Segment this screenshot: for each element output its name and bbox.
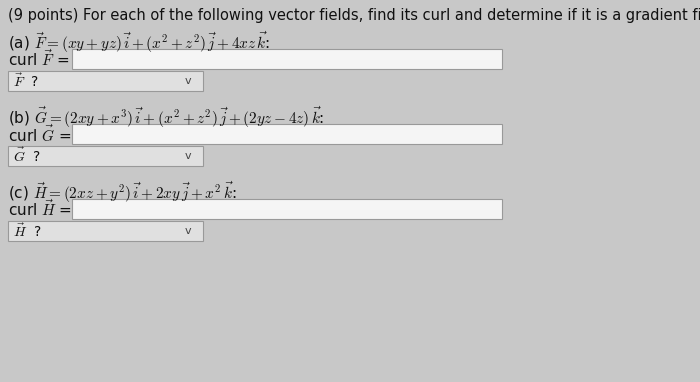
Text: curl $\vec{H}$ =: curl $\vec{H}$ =: [8, 199, 72, 219]
FancyBboxPatch shape: [72, 49, 502, 69]
Text: $\vec{F}$  ?: $\vec{F}$ ?: [13, 72, 39, 90]
Text: v: v: [185, 226, 192, 236]
Text: (c) $\vec{H} = (2xz + y^2)\,\vec{i} + 2xy\,\vec{j} + x^2\,\vec{k}$:: (c) $\vec{H} = (2xz + y^2)\,\vec{i} + 2x…: [8, 180, 237, 206]
Text: v: v: [185, 151, 192, 161]
FancyBboxPatch shape: [8, 146, 203, 166]
Text: curl $\vec{G}$ =: curl $\vec{G}$ =: [8, 124, 71, 146]
FancyBboxPatch shape: [72, 124, 502, 144]
Text: v: v: [185, 76, 192, 86]
Text: (a) $\vec{F} = (xy + yz)\,\vec{i} + (x^2 + z^2)\,\vec{j} + 4xz\,\vec{k}$:: (a) $\vec{F} = (xy + yz)\,\vec{i} + (x^2…: [8, 30, 270, 55]
FancyBboxPatch shape: [8, 71, 203, 91]
Text: (b) $\vec{G} = (2xy + x^3)\,\vec{i} + (x^2 + z^2)\,\vec{j} + (2yz - 4z)\,\vec{k}: (b) $\vec{G} = (2xy + x^3)\,\vec{i} + (x…: [8, 105, 324, 130]
FancyBboxPatch shape: [8, 221, 203, 241]
Text: $\vec{G}$  ?: $\vec{G}$ ?: [13, 147, 41, 165]
FancyBboxPatch shape: [72, 199, 502, 219]
Text: $\vec{H}$  ?: $\vec{H}$ ?: [13, 222, 42, 240]
Text: (9 points) For each of the following vector fields, find its curl and determine : (9 points) For each of the following vec…: [8, 8, 700, 23]
Text: curl $\vec{F}$ =: curl $\vec{F}$ =: [8, 49, 69, 70]
